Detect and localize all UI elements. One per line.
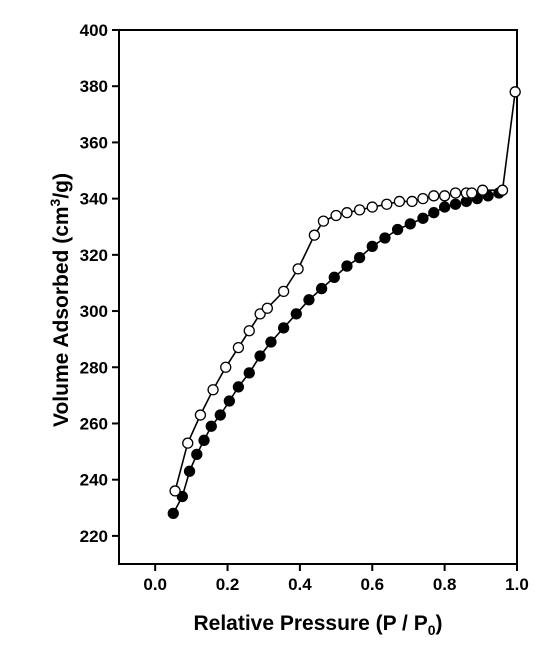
desorption-point bbox=[417, 192, 429, 205]
y-tick-label: 300 bbox=[80, 302, 108, 321]
desorption-point bbox=[393, 195, 406, 208]
y-axis: 220 240 260 280 300 320 340 360 380 400 bbox=[80, 21, 119, 546]
desorption-point bbox=[381, 198, 393, 210]
adsorption-point bbox=[277, 322, 290, 334]
adsorption-point bbox=[223, 395, 236, 407]
desorption-point bbox=[292, 263, 304, 275]
desorption-point bbox=[438, 190, 451, 202]
adsorption-point bbox=[315, 282, 328, 295]
adsorption-point bbox=[191, 448, 203, 461]
y-tick-label: 260 bbox=[80, 414, 108, 433]
desorption-point bbox=[341, 207, 353, 219]
y-tick-label: 400 bbox=[80, 21, 108, 40]
plot-frame bbox=[118, 29, 518, 565]
x-axis-title-main: Relative Pressure (P / P bbox=[193, 612, 427, 635]
desorption-point bbox=[277, 285, 290, 298]
desorption-point bbox=[330, 209, 342, 222]
desorption-point bbox=[317, 215, 330, 227]
adsorption-point bbox=[214, 409, 226, 421]
desorption-point bbox=[406, 195, 418, 208]
x-tick-label: 0.4 bbox=[288, 575, 312, 594]
desorption-point bbox=[428, 190, 440, 202]
x-tick-label: 0.6 bbox=[360, 575, 384, 594]
adsorption-point bbox=[198, 434, 210, 446]
desorption-point bbox=[254, 308, 266, 320]
y-tick-label: 360 bbox=[80, 133, 108, 152]
desorption-point bbox=[261, 302, 273, 314]
desorption-point bbox=[194, 409, 207, 421]
x-tick-label: 1.0 bbox=[505, 575, 529, 594]
y-tick-label: 340 bbox=[80, 190, 108, 209]
x-axis-title-subscript: 0 bbox=[428, 622, 436, 638]
x-axis-title-close: ) bbox=[436, 612, 443, 635]
adsorption-point bbox=[366, 240, 378, 253]
plot-area bbox=[167, 86, 521, 520]
y-axis-title-superscript: 3 bbox=[47, 198, 63, 206]
y-axis-title: Volume Adsorbed (cm3/g) bbox=[47, 173, 73, 427]
adsorption-point bbox=[438, 201, 451, 213]
adsorption-point bbox=[303, 294, 315, 306]
desorption-point bbox=[232, 341, 245, 354]
desorption-point bbox=[182, 437, 194, 449]
desorption-point bbox=[243, 325, 255, 337]
adsorption-line bbox=[172, 192, 500, 514]
adsorption-point bbox=[205, 420, 217, 432]
desorption-point bbox=[496, 184, 509, 196]
adsorption-point bbox=[391, 223, 404, 236]
desorption-point bbox=[353, 204, 366, 216]
adsorption-point bbox=[417, 212, 429, 224]
adsorption-point bbox=[265, 336, 277, 348]
adsorption-point bbox=[167, 507, 179, 520]
desorption-point bbox=[476, 184, 489, 196]
x-axis: 0.0 0.2 0.4 0.6 0.8 1.0 bbox=[143, 564, 529, 594]
adsorption-point bbox=[353, 252, 366, 264]
adsorption-point bbox=[328, 271, 340, 283]
desorption-line bbox=[174, 91, 516, 492]
x-tick-label: 0.2 bbox=[216, 575, 240, 594]
desorption-point bbox=[509, 86, 521, 98]
adsorption-point bbox=[379, 232, 391, 244]
adsorption-point bbox=[243, 367, 255, 379]
desorption-point bbox=[207, 384, 219, 396]
adsorption-point bbox=[341, 260, 353, 272]
adsorption-point bbox=[254, 350, 266, 362]
y-axis-title-close: /g) bbox=[50, 173, 73, 199]
desorption-point bbox=[220, 361, 232, 373]
adsorption-point bbox=[183, 465, 196, 477]
y-tick-label: 280 bbox=[80, 358, 108, 377]
x-tick-label: 0.0 bbox=[143, 575, 167, 594]
adsorption-point bbox=[428, 207, 440, 219]
desorption-point bbox=[169, 485, 181, 497]
desorption-point bbox=[449, 187, 462, 199]
y-tick-label: 220 bbox=[80, 527, 108, 546]
adsorption-point bbox=[232, 381, 245, 393]
y-axis-title-main: Volume Adsorbed (cm bbox=[50, 206, 73, 427]
adsorption-point bbox=[290, 308, 302, 320]
x-tick-label: 0.8 bbox=[433, 575, 457, 594]
desorption-point bbox=[366, 201, 378, 213]
y-tick-label: 240 bbox=[80, 471, 108, 490]
y-tick-label: 380 bbox=[80, 77, 108, 96]
y-tick-label: 320 bbox=[80, 246, 108, 265]
desorption-point bbox=[466, 187, 478, 199]
x-axis-title: Relative Pressure (P / P0) bbox=[193, 612, 442, 638]
adsorption-point bbox=[176, 490, 188, 503]
adsorption-point bbox=[449, 198, 462, 210]
adsorption-point bbox=[404, 218, 416, 230]
desorption-point bbox=[308, 229, 321, 241]
